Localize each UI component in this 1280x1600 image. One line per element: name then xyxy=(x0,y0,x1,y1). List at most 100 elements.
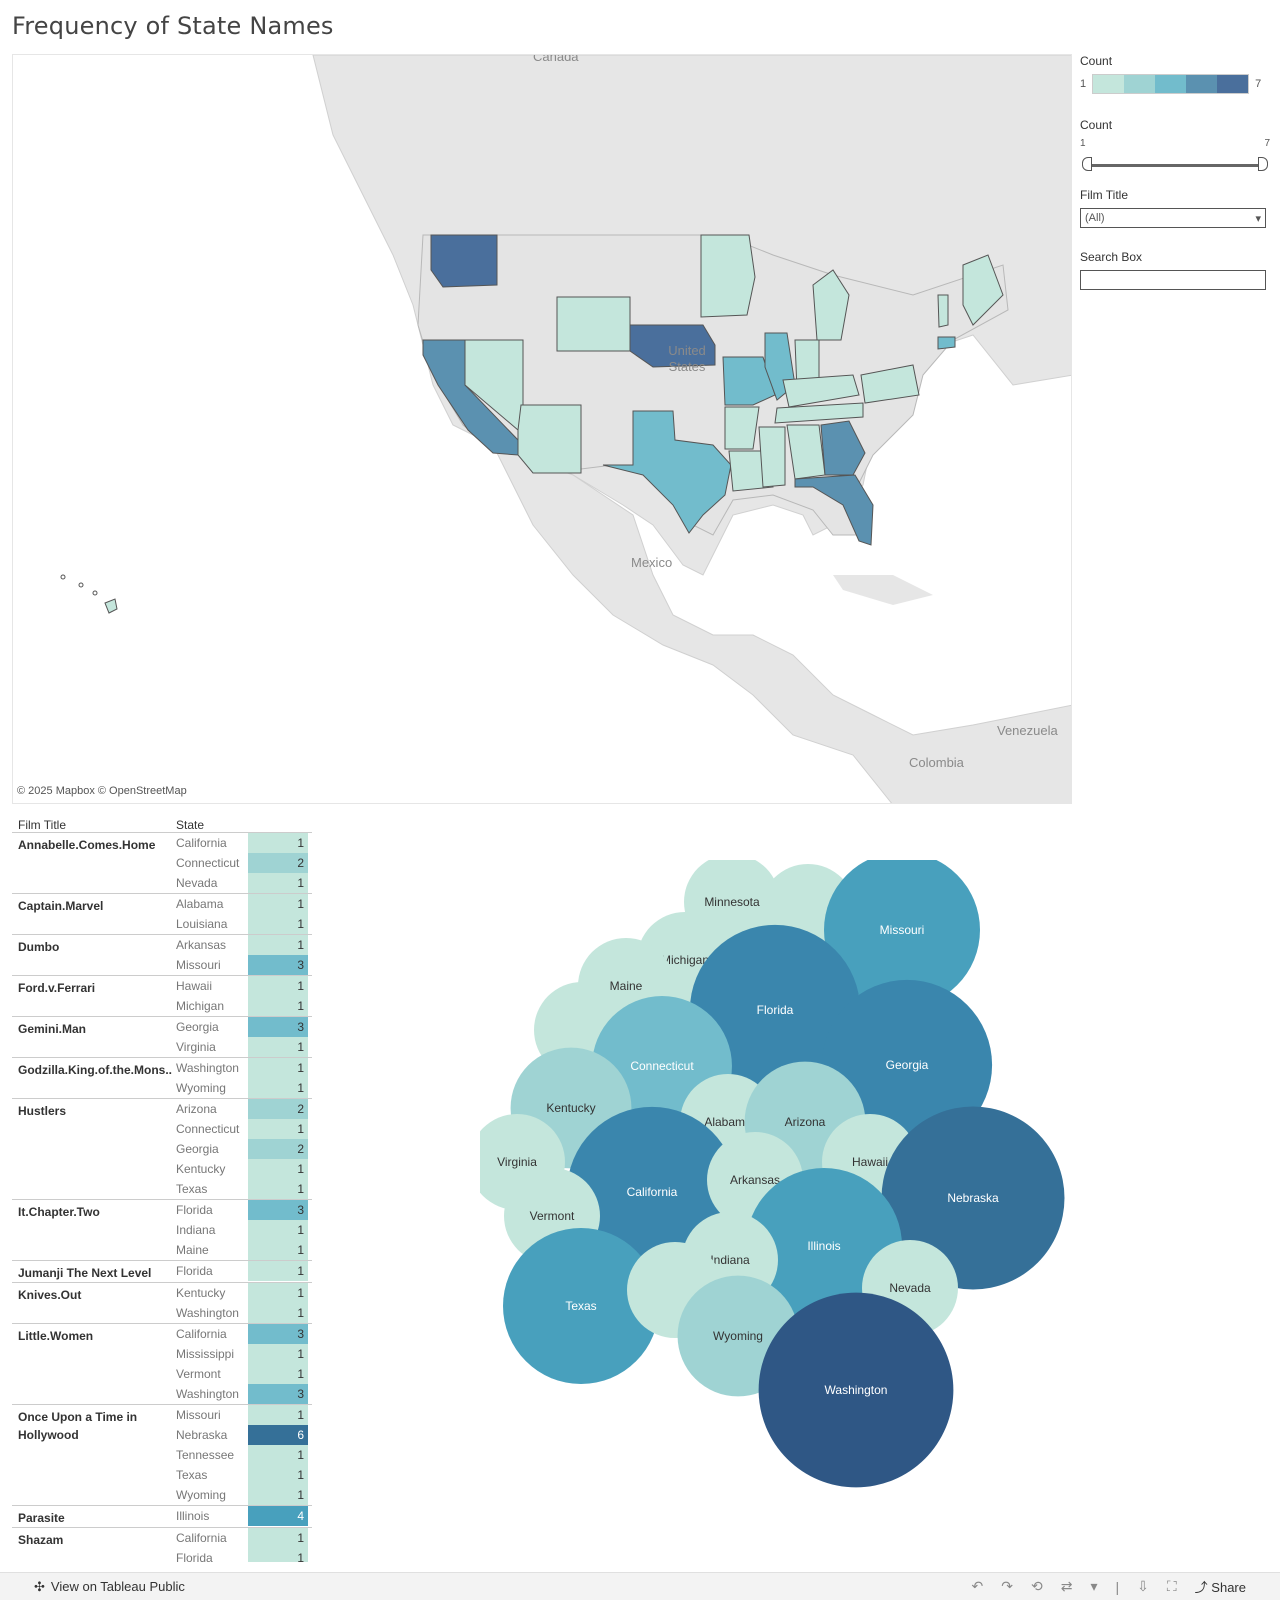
state-hawaii xyxy=(104,598,118,614)
state-cell: Washington xyxy=(176,1306,239,1320)
table-row[interactable]: Illinois 4 xyxy=(172,1506,312,1526)
count-cell: 3 xyxy=(248,955,308,975)
slider-min-handle[interactable] xyxy=(1082,157,1092,171)
film-title-cell[interactable]: Jumanji The Next Level xyxy=(18,1266,152,1280)
table-row[interactable]: Wyoming 1 xyxy=(172,1485,312,1505)
film-title-cell[interactable]: Knives.Out xyxy=(18,1288,82,1302)
table-row[interactable]: Kentucky 1 xyxy=(172,1159,312,1179)
revert-icon[interactable]: ⟲ xyxy=(1030,1578,1043,1594)
state-nebraska xyxy=(629,324,716,368)
undo-icon[interactable]: ↶ xyxy=(971,1578,984,1594)
share-button[interactable]: ⤴ Share xyxy=(1194,1580,1246,1595)
table-row[interactable]: Nebraska 6 xyxy=(172,1425,312,1445)
table-row[interactable]: Vermont 1 xyxy=(172,1364,312,1384)
table-group: Knives.Out Kentucky 1 Washington 1 xyxy=(12,1282,312,1323)
table-row[interactable]: Florida 1 xyxy=(172,1548,312,1562)
table-row[interactable]: Washington 1 xyxy=(172,1303,312,1323)
table-group: Once Upon a Time in Hollywood Missouri 1 Ne… xyxy=(12,1404,312,1505)
bubble-washington[interactable]: Washington xyxy=(758,1292,954,1488)
film-title-dropdown[interactable]: (All) ▾ xyxy=(1080,208,1266,228)
film-title-cell[interactable]: Captain.Marvel xyxy=(18,899,104,913)
state-bubble-chart[interactable]: Minnesota Missouri Michigan Maine Florida Con… xyxy=(469,852,1080,1540)
view-on-tableau-link[interactable]: ✣ View on Tableau Public xyxy=(34,1579,185,1595)
table-row[interactable]: Georgia 2 xyxy=(172,1139,312,1159)
bubble-label: Virginia xyxy=(497,1155,537,1169)
film-title-cell[interactable]: Annabelle.Comes.Home xyxy=(18,838,156,852)
table-row[interactable]: Washington 3 xyxy=(172,1384,312,1404)
film-title-cell[interactable]: Little.Women xyxy=(18,1329,94,1343)
map-attribution[interactable]: © 2025 Mapbox © OpenStreetMap xyxy=(17,785,187,797)
table-row[interactable]: Hawaii 1 xyxy=(172,976,312,996)
table-row[interactable]: Mississippi 1 xyxy=(172,1344,312,1364)
bubble-circle[interactable] xyxy=(503,1228,659,1384)
film-title-cell[interactable]: Dumbo xyxy=(18,940,60,954)
bubble-circle[interactable] xyxy=(689,924,861,1096)
table-row[interactable]: Georgia 3 xyxy=(172,1017,312,1037)
count-cell: 1 xyxy=(248,996,308,1016)
map-canvas[interactable] xyxy=(13,55,1072,804)
film-title-cell[interactable]: Godzilla.King.of.the.Mons.. xyxy=(18,1063,172,1077)
table-row[interactable]: Maine 1 xyxy=(172,1240,312,1260)
bubble-circle[interactable] xyxy=(758,1292,954,1488)
table-row[interactable]: Missouri 1 xyxy=(172,1405,312,1425)
table-row[interactable]: California 3 xyxy=(172,1324,312,1344)
table-row[interactable]: Florida 3 xyxy=(172,1200,312,1220)
search-input[interactable] xyxy=(1080,270,1266,290)
count-cell: 1 xyxy=(248,1548,308,1562)
table-row[interactable]: Wyoming 1 xyxy=(172,1078,312,1098)
table-row[interactable]: California 1 xyxy=(172,833,312,853)
film-title-cell[interactable]: Once Upon a Time in Hollywood xyxy=(18,1410,138,1442)
map-label-venezuela: Venezuela xyxy=(997,723,1058,738)
table-row[interactable]: Connecticut 1 xyxy=(172,1119,312,1139)
film-title-cell[interactable]: Parasite xyxy=(18,1511,65,1525)
bubble-label: Nevada xyxy=(889,1281,931,1295)
legend-swatch-5 xyxy=(1217,75,1249,93)
table-row[interactable]: Texas 1 xyxy=(172,1179,312,1199)
table-row[interactable]: Louisiana 1 xyxy=(172,914,312,934)
table-row[interactable]: Tennessee 1 xyxy=(172,1445,312,1465)
state-map[interactable]: Canada United States Mexico Venezuela Co… xyxy=(12,54,1072,804)
bubble-canvas[interactable]: Minnesota Missouri Michigan Maine Florida Con… xyxy=(469,852,1080,1540)
table-row[interactable]: Missouri 3 xyxy=(172,955,312,975)
bubble-georgia[interactable]: Georgia xyxy=(821,979,993,1151)
state-cell: Florida xyxy=(176,1203,213,1217)
count-cell: 3 xyxy=(248,1017,308,1037)
film-title-cell[interactable]: Hustlers xyxy=(18,1104,67,1118)
pause-dropdown-icon[interactable]: ▾ xyxy=(1090,1578,1098,1594)
table-row[interactable]: Connecticut 2 xyxy=(172,853,312,873)
bubble-circle[interactable] xyxy=(824,852,980,1008)
table-row[interactable]: Virginia 1 xyxy=(172,1037,312,1057)
slider-track[interactable] xyxy=(1088,164,1262,167)
table-row[interactable]: Texas 1 xyxy=(172,1465,312,1485)
fullscreen-icon[interactable]: ⛶ xyxy=(1166,1578,1177,1594)
count-range-slider[interactable]: 1 7 xyxy=(1080,138,1270,178)
table-row[interactable]: Nevada 1 xyxy=(172,873,312,893)
bubble-florida[interactable]: Florida xyxy=(689,924,861,1096)
col-header-state: State xyxy=(176,818,205,832)
count-cell: 1 xyxy=(248,1119,308,1139)
table-row[interactable]: Arizona 2 xyxy=(172,1099,312,1119)
bubble-label: Washington xyxy=(825,1383,888,1397)
bubble-texas[interactable]: Texas xyxy=(503,1228,659,1384)
film-title-cell[interactable]: Gemini.Man xyxy=(18,1022,87,1036)
state-washington xyxy=(430,234,498,288)
bubble-circle[interactable] xyxy=(821,979,993,1151)
table-row[interactable]: Alabama 1 xyxy=(172,894,312,914)
slider-max-handle[interactable] xyxy=(1258,157,1268,171)
table-row[interactable]: Washington 1 xyxy=(172,1058,312,1078)
table-row[interactable]: Indiana 1 xyxy=(172,1220,312,1240)
bubble-label: Vermont xyxy=(530,1209,575,1223)
table-row[interactable]: Florida 1 xyxy=(172,1261,312,1281)
table-row[interactable]: Kentucky 1 xyxy=(172,1283,312,1303)
download-icon[interactable]: ⇩ xyxy=(1137,1578,1149,1594)
film-title-cell[interactable]: Ford.v.Ferrari xyxy=(18,981,96,995)
table-row[interactable]: California 1 xyxy=(172,1528,312,1548)
table-row[interactable]: Arkansas 1 xyxy=(172,935,312,955)
redo-icon[interactable]: ↷ xyxy=(1001,1578,1013,1594)
table-row[interactable]: Michigan 1 xyxy=(172,996,312,1016)
refresh-icon[interactable]: ⇄ xyxy=(1060,1578,1073,1594)
film-title-cell[interactable]: Shazam xyxy=(18,1533,64,1547)
film-title-cell[interactable]: It.Chapter.Two xyxy=(18,1205,100,1219)
bubble-missouri[interactable]: Missouri xyxy=(824,852,980,1008)
state-kentucky xyxy=(782,374,860,408)
